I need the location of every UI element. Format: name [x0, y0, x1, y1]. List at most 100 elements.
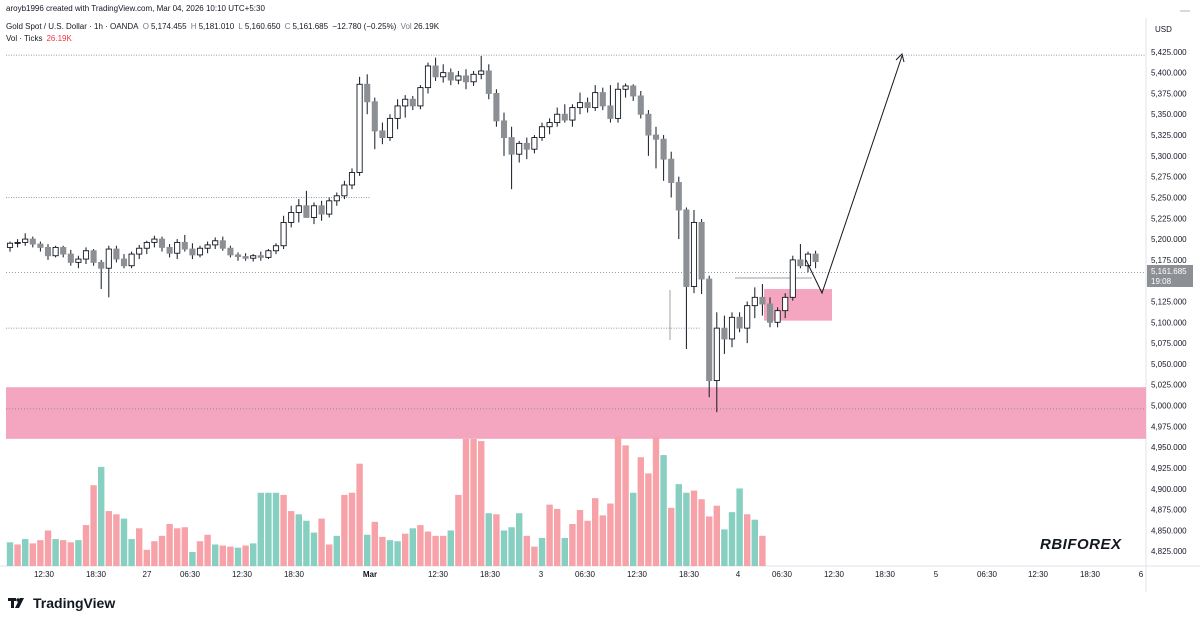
volume-bar: [204, 534, 211, 566]
candle: [675, 176, 682, 240]
candle-body: [158, 238, 166, 248]
y-tick-label: 5,350.000: [1151, 110, 1187, 119]
price-badge-value: 5,161.685: [1151, 267, 1187, 276]
volume-bar: [751, 519, 758, 566]
volume-bar: [318, 518, 325, 566]
candle: [789, 255, 796, 301]
close-value: 5,161.685: [292, 22, 329, 31]
candle-body: [364, 83, 371, 103]
volume-bar: [569, 524, 576, 566]
volume-indicator-name[interactable]: Vol · Ticks: [6, 34, 43, 43]
high-label: H: [190, 22, 197, 31]
volume-bar: [394, 541, 401, 566]
candle-body: [812, 253, 819, 263]
x-tick-label: 18:30: [480, 570, 501, 579]
fullscreen-icon[interactable]: [1180, 8, 1190, 12]
currency-label[interactable]: USD: [1155, 25, 1172, 34]
volume-bar: [485, 513, 492, 566]
volume-bar: [128, 539, 135, 566]
candle-body: [500, 120, 508, 138]
candle-body: [569, 107, 576, 121]
candle-body: [599, 92, 606, 107]
candle-body: [516, 142, 523, 155]
candle: [219, 236, 226, 251]
candle: [523, 137, 530, 160]
candle: [166, 244, 173, 258]
candle: [371, 97, 378, 150]
candle: [804, 251, 812, 273]
volume-bar: [675, 484, 682, 566]
volume-bar: [478, 441, 485, 566]
candle: [561, 104, 568, 123]
candle: [554, 107, 561, 127]
candle: [569, 104, 576, 127]
candle-body: [713, 327, 720, 382]
volume-bar: [257, 492, 264, 566]
candle-body: [52, 246, 59, 257]
volume-bar: [105, 511, 112, 566]
candle: [356, 76, 363, 176]
candle-body: [576, 102, 584, 109]
volume-bar: [341, 494, 348, 566]
candle: [181, 234, 188, 252]
candle-body: [295, 205, 302, 213]
candle-body: [774, 310, 781, 323]
candle: [500, 112, 508, 156]
credit-line: aroyb1996 created with TradingView.com, …: [6, 4, 265, 13]
y-tick-label: 4,875.000: [1151, 506, 1187, 515]
legend-ohlc: Gold Spot / U.S. Dollar · 1h · OANDA O 5,…: [6, 22, 441, 31]
volume-bar: [424, 531, 432, 566]
candle: [751, 287, 758, 319]
candle: [637, 90, 644, 119]
candle-body: [204, 244, 211, 249]
candle: [37, 241, 44, 252]
candle: [265, 249, 272, 260]
candle: [440, 64, 447, 83]
candle-body: [546, 122, 553, 128]
y-tick-label: 5,225.000: [1151, 214, 1187, 223]
candle-body: [736, 316, 743, 329]
volume-bar: [637, 457, 644, 566]
vol-label: Vol: [400, 22, 412, 31]
volume-bar: [386, 540, 394, 566]
volume-bar: [462, 438, 470, 566]
volume-bar: [706, 516, 713, 566]
candle: [386, 114, 394, 141]
symbol-name[interactable]: Gold Spot / U.S. Dollar · 1h · OANDA: [6, 22, 139, 31]
y-tick-label: 4,825.000: [1151, 547, 1187, 556]
x-tick-label: 18:30: [86, 570, 107, 579]
candle: [736, 312, 743, 333]
candle-body: [485, 70, 492, 94]
candle: [402, 95, 409, 118]
candle-body: [728, 316, 736, 340]
candle: [379, 122, 386, 145]
volume-bar: [554, 508, 561, 566]
x-tick-label: 06:30: [575, 570, 596, 579]
candle: [29, 236, 36, 248]
volume-bar: [333, 535, 340, 566]
candle-body: [181, 241, 188, 250]
candle: [113, 245, 120, 263]
volume-bar: [14, 544, 21, 566]
x-tick-label: 12:30: [232, 570, 253, 579]
candle-body: [151, 238, 158, 243]
candle-body: [698, 221, 705, 280]
candle: [196, 245, 204, 258]
candle-body: [257, 255, 264, 258]
candle: [394, 99, 401, 130]
volume-bar: [607, 503, 614, 566]
volume-bar: [379, 536, 386, 566]
candle-body: [645, 113, 652, 136]
volume-bar: [29, 543, 36, 566]
candle-body: [14, 241, 21, 244]
arrow-head: [895, 53, 905, 63]
candle-body: [675, 182, 682, 211]
candle: [721, 315, 728, 354]
candle: [257, 251, 264, 261]
volume-bar: [82, 525, 90, 566]
volume-bar: [113, 514, 120, 566]
candle: [44, 244, 52, 260]
volume-bar: [174, 528, 181, 566]
volume-bar: [576, 510, 584, 566]
